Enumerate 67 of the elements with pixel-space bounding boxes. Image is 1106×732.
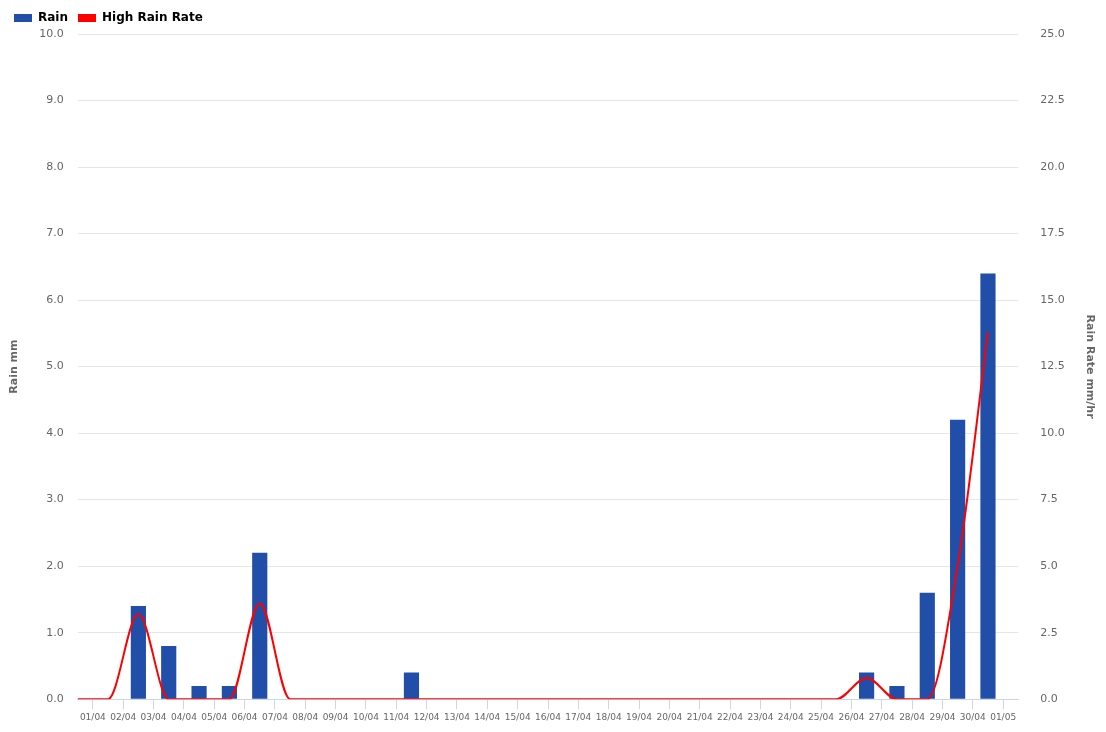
legend-label: Rain [38,10,68,25]
x-tick-label: 11/04 [383,711,410,722]
y-tick-label: 10.0 [39,26,64,40]
y2-tick-label: 15.0 [1040,292,1065,306]
x-tick-label: 02/04 [110,711,137,722]
y2-tick-label: 12.5 [1040,359,1065,373]
y2-tick-label: 25.0 [1040,26,1065,40]
legend-label: High Rain Rate [101,10,203,25]
x-tick-label: 09/04 [322,711,349,722]
x-tick-label: 23/04 [747,711,774,722]
y2-tick-label: 22.5 [1040,93,1065,107]
x-tick-label: 18/04 [595,711,622,722]
x-tick-label: 29/04 [929,711,956,722]
bar [919,592,935,699]
y2-tick-label: 5.0 [1040,559,1058,573]
x-tick-label: 03/04 [140,711,167,722]
y-tick-label: 9.0 [46,93,64,107]
y-tick-label: 8.0 [46,159,64,173]
bar [130,606,146,699]
y2-tick-label: 20.0 [1040,159,1065,173]
x-tick-label: 17/04 [565,711,592,722]
bar [859,672,875,699]
x-tick-label: 20/04 [656,711,683,722]
x-tick-label: 22/04 [717,711,744,722]
y-tick-label: 3.0 [46,492,64,506]
x-tick-label: 25/04 [808,711,835,722]
x-tick-label: 04/04 [170,711,198,722]
y-tick-label: 5.0 [46,359,64,373]
line-series [77,331,989,700]
x-tick-label: 13/04 [444,711,471,722]
y2-axis-title: Rain Rate mm/hr [1083,314,1097,420]
bar [950,419,966,699]
x-tick-label: 27/04 [868,711,896,722]
y2-tick-label: 17.5 [1040,226,1065,240]
x-tick-label: 07/04 [261,711,289,722]
x-tick-label: 15/04 [504,711,531,722]
y2-tick-label: 2.5 [1040,625,1058,639]
x-tick-label: 14/04 [474,711,501,722]
bar [161,645,177,699]
x-tick-label: 08/04 [292,711,319,722]
bar [191,685,207,699]
x-tick-label: 12/04 [413,711,440,722]
y-axis-title: Rain mm [7,339,21,394]
x-tick-label: 30/04 [959,711,987,722]
y2-tick-label: 10.0 [1040,425,1065,439]
y-tick-label: 7.0 [46,226,64,240]
y2-tick-label: 0.0 [1040,692,1058,706]
y2-tick-label: 7.5 [1040,492,1058,506]
y-tick-label: 4.0 [46,425,64,439]
x-tick-label: 16/04 [535,711,562,722]
bar [252,552,268,699]
x-tick-label: 26/04 [838,711,865,722]
x-tick-label: 01/04 [79,711,107,722]
x-tick-label: 24/04 [777,711,804,722]
bar [403,672,420,699]
x-tick-label: 05/04 [201,711,228,722]
x-tick-label: 10/04 [352,711,380,722]
y-tick-label: 2.0 [46,559,64,573]
bar [980,273,996,699]
x-tick-label: 06/04 [231,711,258,722]
x-tick-label: 21/04 [686,711,713,722]
y-tick-label: 6.0 [46,292,64,306]
x-tick-label: 19/04 [626,711,653,722]
x-tick-label: 28/04 [899,711,926,722]
x-tick-label: 01/05 [990,711,1017,722]
y-tick-label: 1.0 [46,625,64,639]
y-tick-label: 0.0 [46,692,64,706]
